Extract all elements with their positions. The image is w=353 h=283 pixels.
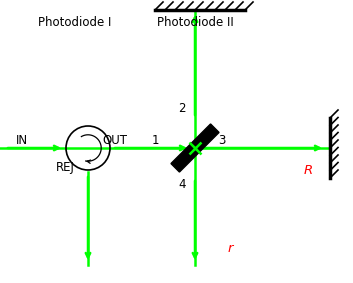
- Text: OUT: OUT: [102, 134, 127, 147]
- Text: Photodiode I: Photodiode I: [38, 16, 112, 29]
- Text: 1: 1: [151, 134, 159, 147]
- Polygon shape: [171, 124, 219, 172]
- Text: REJ: REJ: [55, 160, 74, 173]
- Text: 4: 4: [178, 179, 186, 192]
- Text: IN: IN: [16, 134, 28, 147]
- Text: 2: 2: [178, 102, 186, 115]
- Text: R: R: [303, 164, 313, 177]
- Text: Photodiode II: Photodiode II: [157, 16, 233, 29]
- Text: r: r: [227, 241, 233, 254]
- Text: 3: 3: [218, 134, 226, 147]
